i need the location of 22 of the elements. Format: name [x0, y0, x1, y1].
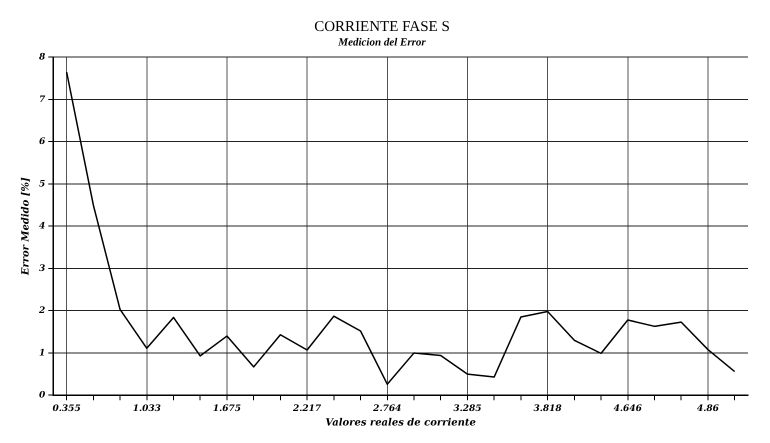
chart-title: CORRIENTE FASE S [314, 18, 450, 35]
x-tick-label: 0.355 [52, 404, 81, 414]
x-tick-label: 3.818 [534, 404, 562, 414]
y-tick-label: 7 [38, 94, 46, 105]
x-tick-label: 4.86 [696, 404, 720, 414]
y-tick-label: 8 [38, 52, 46, 63]
y-axis-title: Error Medido [%] [20, 176, 32, 276]
x-tick-label: 3.285 [453, 404, 482, 414]
y-tick-label: 6 [38, 137, 46, 148]
x-tick-label: 1.033 [132, 404, 161, 414]
x-tick-label: 2.764 [372, 404, 402, 414]
x-tick-label: 2.217 [292, 404, 322, 414]
y-tick-label: 2 [38, 306, 46, 316]
y-tick-label: 4 [38, 222, 46, 232]
y-tick-label: 5 [38, 179, 46, 190]
y-tick-label: 1 [38, 348, 46, 358]
x-tick-label: 1.675 [212, 404, 242, 414]
x-axis-title: Valores reales de corriente [325, 418, 476, 429]
y-tick-label: 3 [38, 264, 46, 274]
chart-subtitle: Medicion del Error [337, 36, 426, 48]
y-tick-label: 0 [38, 390, 46, 401]
x-tick-label: 4.646 [614, 404, 643, 414]
